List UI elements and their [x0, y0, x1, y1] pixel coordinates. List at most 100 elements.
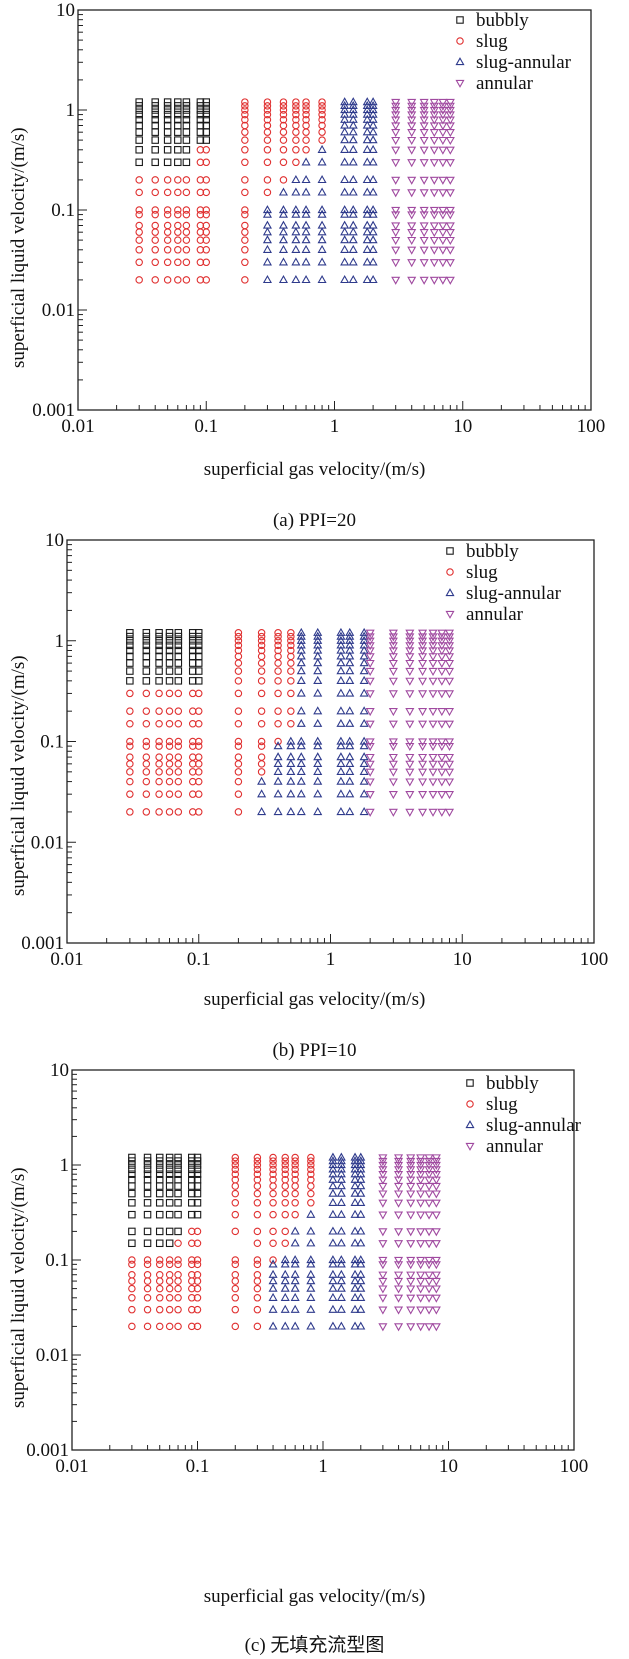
data-point-slug — [155, 768, 163, 776]
data-point-annular — [444, 637, 455, 646]
data-point-annular — [424, 1228, 434, 1237]
data-point-slug — [241, 106, 249, 114]
data-point-slug — [174, 707, 183, 715]
data-point-slug — [182, 246, 191, 254]
data-point-annular — [437, 642, 447, 651]
data-point-slug — [253, 1161, 262, 1169]
data-point-slug — [241, 158, 249, 167]
data-point-annular — [391, 211, 401, 220]
data-point-slug-annular — [356, 1292, 366, 1301]
data-point-slug-annular — [313, 736, 323, 745]
data-point-slug-annular — [306, 1226, 316, 1235]
data-point-annular — [416, 1166, 426, 1175]
data-point-annular — [424, 1294, 434, 1303]
data-point-annular — [431, 1157, 441, 1166]
data-point-slug — [155, 1256, 164, 1264]
data-point-bubbly — [174, 1170, 182, 1178]
data-point-slug — [307, 1199, 315, 1207]
x-tick-label: 0.01 — [61, 416, 94, 437]
data-point-slug-annular — [328, 1238, 338, 1247]
data-point-bubbly — [151, 146, 159, 154]
data-point-slug — [165, 768, 174, 776]
data-point-annular — [438, 111, 448, 120]
data-point-annular — [437, 653, 447, 662]
data-point-slug — [202, 176, 211, 184]
data-point-slug — [151, 206, 159, 214]
data-point-annular — [416, 1285, 426, 1294]
data-point-annular — [394, 1211, 404, 1220]
data-point-slug — [195, 720, 203, 728]
data-point-slug — [142, 808, 151, 816]
data-point-annular — [429, 211, 439, 220]
y-tick-label: 0.001 — [26, 1440, 69, 1461]
data-point-bubbly — [126, 646, 134, 655]
data-point-slug — [291, 1157, 299, 1165]
data-point-slug — [287, 641, 295, 650]
data-point-slug-annular — [348, 235, 358, 244]
x-tick-label: 0.1 — [186, 1456, 210, 1477]
data-point-slug — [269, 1170, 277, 1178]
data-point-bubbly — [143, 1157, 152, 1165]
data-point-slug — [269, 1153, 277, 1162]
data-point-slug — [302, 146, 310, 154]
data-point-annular — [394, 1306, 404, 1315]
data-point-bubbly — [142, 636, 151, 645]
x-tick-label: 1 — [318, 1456, 328, 1477]
data-point-bubbly — [195, 632, 203, 641]
data-point-slug — [234, 677, 243, 685]
data-point-slug — [135, 228, 143, 236]
data-point-slug — [279, 128, 288, 136]
data-point-slug — [234, 646, 243, 655]
data-point-slug — [279, 158, 288, 167]
data-point-annular — [388, 742, 398, 752]
data-point-slug-annular — [280, 1255, 290, 1264]
data-point-annular — [438, 159, 448, 168]
legend-label-slug-annular: slug-annular — [466, 583, 562, 604]
data-point-slug-annular — [362, 274, 372, 284]
data-point-bubbly — [155, 667, 163, 675]
data-point-annular — [405, 778, 415, 787]
data-point-slug — [195, 707, 203, 715]
data-point-annular — [405, 667, 415, 677]
data-point-slug — [174, 1260, 182, 1269]
data-point-annular — [388, 720, 398, 729]
data-point-annular — [431, 1285, 441, 1294]
data-point-slug-annular — [368, 244, 378, 253]
data-point-annular — [428, 808, 438, 817]
data-point-slug — [263, 128, 272, 136]
data-point-annular — [419, 211, 429, 220]
data-point-slug — [307, 1165, 315, 1174]
data-point-slug — [155, 1260, 164, 1269]
data-point-annular — [416, 1277, 426, 1286]
data-point-annular — [418, 653, 428, 662]
data-point-annular — [378, 1294, 388, 1303]
data-point-slug — [234, 777, 243, 786]
data-point-slug-annular — [328, 1304, 338, 1313]
data-point-slug — [263, 176, 272, 184]
data-point-annular — [445, 211, 455, 220]
data-point-annular — [391, 129, 401, 138]
data-point-slug — [253, 1199, 262, 1207]
data-point-slug-annular — [317, 187, 327, 196]
data-point-slug — [165, 689, 174, 698]
data-point-slug — [182, 236, 191, 244]
data-point-slug-annular — [348, 205, 358, 214]
data-point-slug — [182, 206, 191, 214]
data-point-slug — [287, 659, 295, 667]
data-point-annular — [419, 222, 429, 231]
data-point-slug — [174, 790, 183, 798]
x-tick-label: 100 — [560, 1456, 589, 1477]
data-point-annular — [437, 690, 447, 699]
data-point-annular — [429, 98, 439, 108]
data-point-slug — [126, 707, 134, 715]
data-point-slug-annular — [296, 766, 306, 775]
data-point-bubbly — [202, 106, 211, 114]
data-point-bubbly — [143, 1182, 152, 1190]
data-point-slug — [241, 206, 249, 214]
data-point-bubbly — [165, 677, 174, 685]
data-point-bubbly — [163, 128, 172, 136]
data-point-slug — [292, 102, 300, 110]
data-point-slug-annular — [328, 1255, 338, 1264]
data-point-annular — [419, 236, 429, 246]
data-point-slug-annular — [291, 235, 301, 244]
